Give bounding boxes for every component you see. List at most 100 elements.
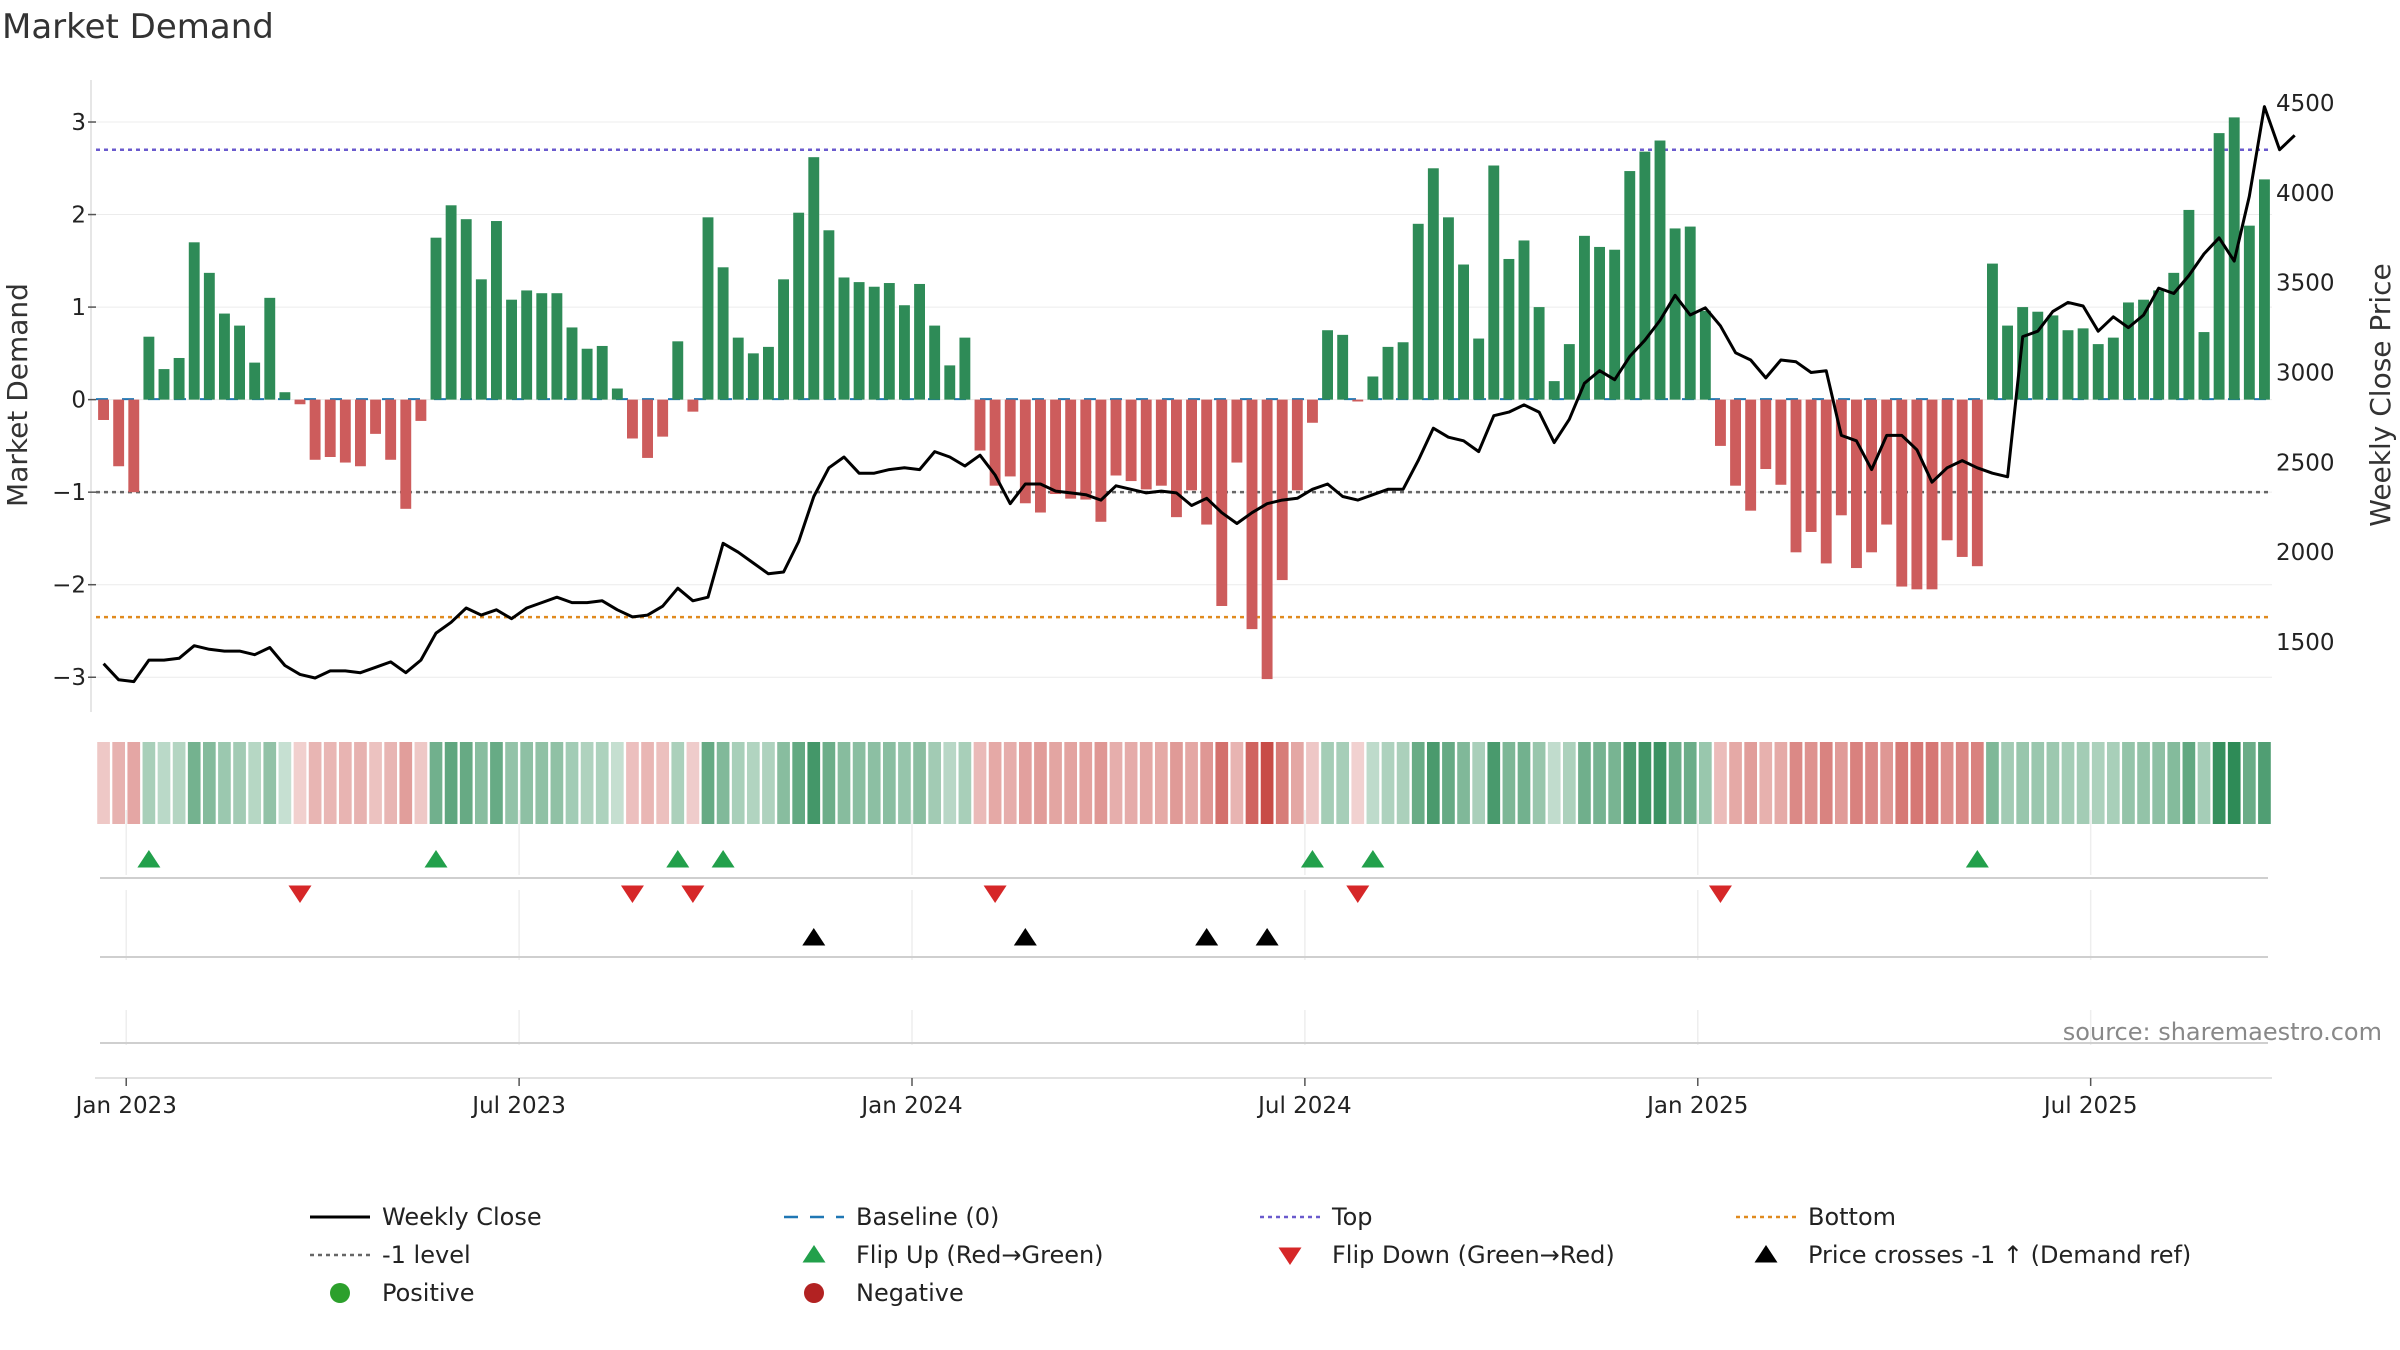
demand-bar (1624, 171, 1636, 400)
demand-bar (2062, 330, 2074, 400)
price-cross-marker (1255, 928, 1279, 946)
demand-bar (1095, 399, 1107, 522)
demand-bar (793, 212, 805, 400)
demand-bar (430, 237, 442, 400)
demand-bar (899, 305, 910, 400)
demand-bar (2153, 290, 2165, 400)
heatmap-cell (2258, 742, 2271, 824)
demand-bar (2047, 315, 2059, 400)
demand-bar (173, 357, 185, 400)
demand-bar (113, 399, 125, 467)
demand-bar (1971, 399, 1983, 567)
heatmap-cell (656, 742, 670, 824)
heatmap-cell (248, 742, 262, 824)
demand-bar (460, 219, 472, 400)
heatmap-cell (1714, 742, 1727, 824)
heatmap-cell (278, 742, 292, 824)
heatmap-cell (1124, 742, 1138, 824)
heatmap-cell (1018, 742, 1032, 824)
demand-bar (98, 399, 109, 420)
legend-label: Flip Up (Red→Green) (856, 1241, 1104, 1269)
demand-bar (883, 283, 895, 400)
heatmap-cell (414, 742, 428, 824)
heatmap-cell (369, 742, 382, 824)
flip-down-marker (1708, 885, 1732, 903)
legend-swatch-negative (804, 1283, 824, 1303)
heatmap-cell (686, 742, 700, 824)
demand-bar (1805, 399, 1817, 532)
heatmap-cell (1049, 742, 1062, 824)
demand-bar (370, 399, 381, 434)
heatmap-cell (1306, 742, 1319, 824)
heatmap-cell (1290, 742, 1304, 824)
legend: Weekly Close Baseline (0) Top Bottom -1 leve… (310, 1203, 2191, 1307)
heatmap-cell (1940, 742, 1954, 824)
heatmap-cell (565, 742, 579, 824)
heatmap-cell (1064, 742, 1078, 824)
demand-bar (1307, 399, 1318, 423)
heatmap-cell (384, 742, 398, 824)
y-right-tick-label: 1500 (2276, 630, 2335, 656)
heatmap-cell (1955, 742, 1969, 824)
demand-bar (355, 399, 366, 467)
demand-bar (551, 293, 563, 400)
demand-bar (1458, 264, 1469, 400)
heatmap-cell (1623, 742, 1637, 824)
heatmap-cell (2122, 742, 2135, 824)
heatmap-cell (1230, 742, 1244, 824)
demand-bar (1881, 399, 1893, 525)
demand-bar (1473, 338, 1485, 400)
demand-bar (324, 399, 336, 457)
heatmap-cell (1865, 742, 1878, 824)
reference-lines (96, 148, 2272, 619)
heatmap-cell (1850, 742, 1863, 824)
heatmap-cell (807, 742, 821, 824)
demand-bar (702, 217, 714, 400)
demand-bar (1080, 399, 1092, 500)
legend-item: -1 level (310, 1241, 471, 1269)
heatmap-cell (1411, 742, 1425, 824)
heatmap-cell (913, 742, 926, 824)
heatmap-cell (1925, 742, 1939, 824)
legend-item: Price crosses -1 ↑ (Demand ref) (1754, 1241, 2191, 1269)
demand-bar (1594, 246, 1605, 400)
heatmap-cell (1819, 742, 1833, 824)
demand-bar (309, 399, 321, 460)
heatmap-cell (354, 742, 367, 824)
demand-bar (279, 392, 291, 400)
y-right-tick-label: 2000 (2276, 540, 2335, 566)
demand-bar (566, 327, 578, 400)
demand-bar (2032, 311, 2044, 400)
heatmap-cell (1094, 742, 1108, 824)
demand-bar (2183, 209, 2195, 400)
heatmap-cell (505, 742, 518, 824)
demand-bar (249, 362, 261, 400)
heatmap-cell (595, 742, 609, 824)
heatmap-cell (2197, 742, 2211, 824)
demand-bar (1397, 342, 1409, 400)
heatmap-cell (2167, 742, 2181, 824)
y-axis-label: Market Demand (1, 283, 34, 507)
legend-label: Baseline (0) (856, 1203, 999, 1231)
heatmap-cell (928, 742, 942, 824)
heatmap-cell (323, 742, 337, 824)
heatmap-cell (172, 742, 186, 824)
demand-bar (989, 399, 1001, 486)
heatmap-cell (202, 742, 216, 824)
flip-down-marker (288, 885, 312, 903)
y-tick-label: 2 (71, 203, 86, 229)
source-note: source: sharemaestro.com (2063, 1018, 2382, 1046)
demand-bar (128, 399, 140, 493)
demand-bar (732, 337, 744, 400)
demand-bar (1004, 399, 1016, 477)
demand-bar (521, 290, 533, 400)
demand-bar (339, 399, 351, 463)
heatmap-cell (293, 742, 307, 824)
demand-bar (400, 399, 412, 509)
y-right-tick-label: 3000 (2276, 361, 2335, 387)
flip-up-marker (137, 850, 161, 868)
demand-bar (2107, 337, 2119, 400)
heatmap-cell (1003, 742, 1017, 824)
x-tick-label: Jan 2023 (74, 1093, 177, 1119)
